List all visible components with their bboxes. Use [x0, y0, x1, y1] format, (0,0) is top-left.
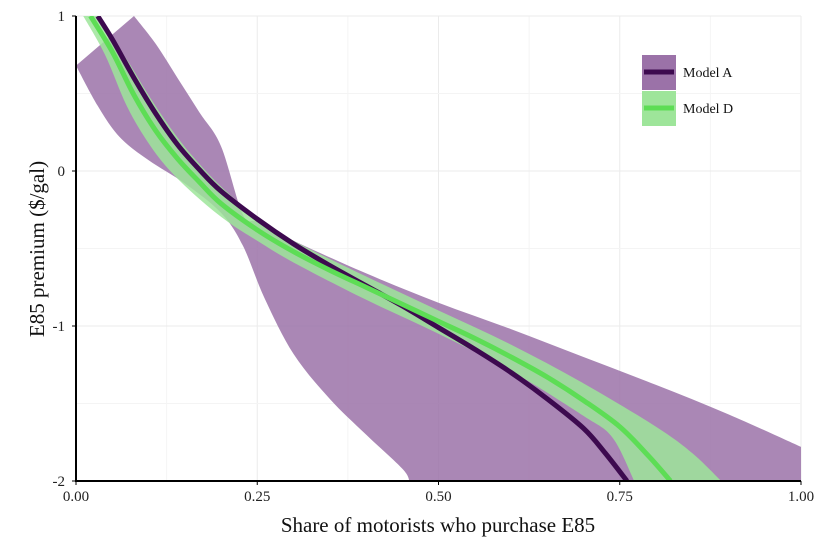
y-tick-label: 1: [58, 9, 66, 25]
x-tick-label: 0.00: [63, 489, 89, 505]
confidence-bands: [76, 16, 801, 481]
series-lines: [88, 16, 673, 481]
y-tick-label: -1: [53, 319, 66, 335]
axes: [72, 15, 802, 485]
band-model-d: [83, 16, 722, 481]
x-tick-label: 0.75: [607, 489, 633, 505]
y-axis-title: E85 premium ($/gal): [25, 161, 49, 337]
legend-label-model-d: Model D: [683, 102, 733, 117]
x-tick-label: 1.00: [788, 489, 814, 505]
y-tick-label: 0: [58, 164, 66, 180]
tick-labels: 0.00 0.25 0.50 0.75 1.00 1 0 -1 -2: [53, 9, 815, 505]
line-model-a: [95, 16, 629, 481]
legend: Model A Model D: [642, 55, 733, 126]
line-model-d: [88, 16, 673, 481]
legend-item-model-a: Model A: [642, 55, 733, 90]
legend-label-model-a: Model A: [683, 66, 733, 81]
y-tick-label: -2: [53, 474, 66, 490]
legend-item-model-d: Model D: [642, 91, 733, 126]
band-model-a: [76, 16, 801, 481]
x-tick-label: 0.25: [244, 489, 270, 505]
x-tick-label: 0.50: [425, 489, 451, 505]
x-axis-title: Share of motorists who purchase E85: [281, 513, 595, 537]
